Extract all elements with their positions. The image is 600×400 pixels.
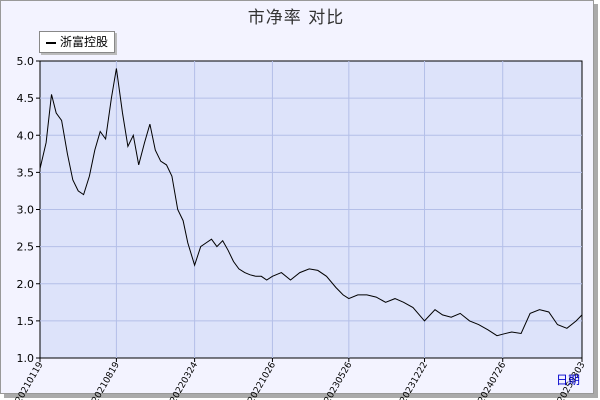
y-tick-label: 2.0	[17, 278, 35, 291]
y-tick-label: 1.5	[17, 315, 35, 328]
legend-swatch	[46, 41, 56, 44]
y-tick-label: 4.0	[17, 129, 35, 142]
y-tick-label: 2.5	[17, 241, 35, 254]
y-tick-label: 3.5	[17, 166, 35, 179]
x-tick-label: 20220324	[169, 360, 201, 400]
x-tick-label: 20240726	[477, 360, 509, 400]
x-tick-label: 20210819	[90, 360, 122, 400]
grid-lines	[40, 61, 582, 358]
y-tick-label: 3.0	[17, 204, 35, 217]
y-tick-label: 5.0	[17, 55, 35, 68]
x-tick-label: 20230526	[323, 360, 355, 400]
series-line-zhefu	[39, 68, 583, 337]
date-link[interactable]: 日期	[556, 373, 581, 387]
y-axis-ticks: 1.0 1.5 2.0 2.5 3.0 3.5 4.0 4.5 5.0	[17, 55, 40, 365]
x-axis-ticks: 20210119 20210819 20220324 20221026 20230526…	[14, 358, 588, 400]
x-tick-label: 20221026	[246, 360, 278, 400]
y-tick-label: 4.5	[17, 92, 35, 105]
legend-label: 浙富控股	[60, 35, 109, 49]
chart-title: 市净率 对比	[247, 8, 345, 28]
legend: 浙富控股	[39, 31, 116, 53]
x-tick-label: 20231222	[399, 361, 431, 400]
x-tick-label: 20210119	[14, 360, 46, 400]
y-tick-label: 1.0	[17, 352, 35, 365]
